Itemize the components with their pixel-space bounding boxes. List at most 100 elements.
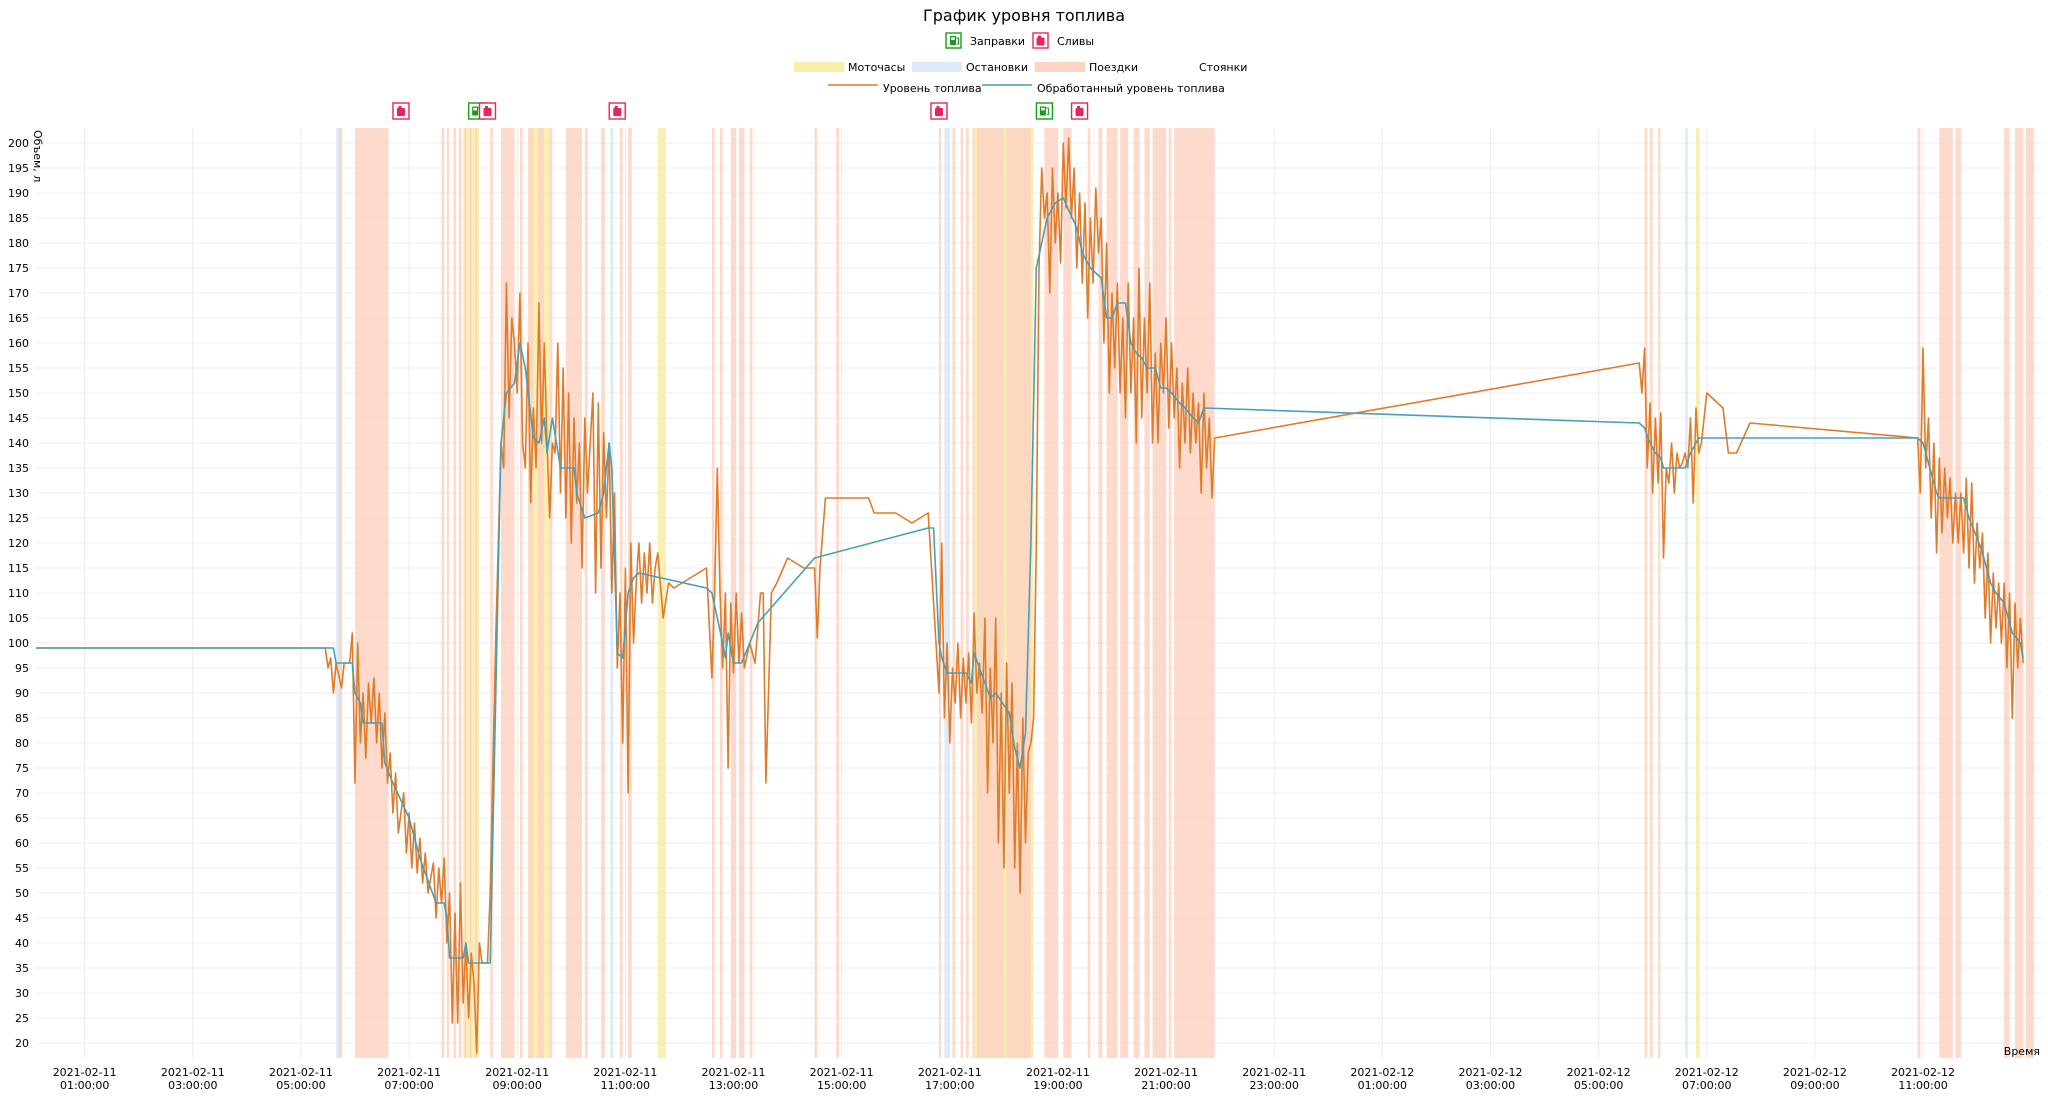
y-tick-label: 190 [8,187,29,200]
y-tick-label: 35 [15,962,29,975]
band-trips [1658,128,1661,1058]
band-trips [1649,128,1653,1058]
canister-icon [483,106,492,116]
x-tick-label: 2021-02-12 07:00:00 [1675,1066,1739,1092]
y-tick-label: 125 [8,512,29,525]
x-tick-label: 2021-02-11 19:00:00 [1026,1066,1090,1092]
band-stops [1685,128,1688,1058]
canister-body [613,108,622,116]
band-trips [537,128,545,1058]
x-tick-label: 2021-02-11 01:00:00 [53,1066,117,1092]
x-axis-label: Время [2004,1045,2040,1058]
pump-body [472,106,479,116]
y-tick-label: 90 [15,687,29,700]
y-tick-label: 170 [8,287,29,300]
x-tick-label: 2021-02-11 23:00:00 [1242,1066,1306,1092]
y-tick-label: 105 [8,612,29,625]
legend-stops[interactable]: Остановки [912,61,1028,74]
y-tick-label: 75 [15,762,29,775]
band-trips [1063,128,1072,1058]
x-tick-label: 2021-02-12 01:00:00 [1350,1066,1414,1092]
canister-body [1075,108,1084,116]
y-tick-label: 60 [15,837,29,850]
band-moto [1695,128,1700,1058]
band-trips [565,128,583,1058]
drain-marker[interactable] [1070,102,1089,120]
band-trips [501,128,515,1058]
canister-body [934,108,943,116]
drain-marker[interactable] [930,102,948,120]
pump-window [473,107,477,111]
band-trips [2025,128,2034,1058]
y-tick-label: 155 [8,362,29,375]
raw-fuel-line [36,137,2024,1054]
band-trips [453,128,457,1058]
drain-marker[interactable] [392,102,410,120]
band-trips [1144,128,1150,1058]
legend-raw-series[interactable]: Уровень топлива [828,82,982,95]
band-trips [1939,128,1953,1058]
band-trips [1917,128,1921,1058]
legend-moto[interactable]: Моточасы [794,61,905,74]
y-tick-label: 150 [8,387,29,400]
y-tick-label: 30 [15,987,29,1000]
band-trips [952,128,956,1058]
event-markers[interactable] [392,102,1089,120]
band-trips [446,128,450,1058]
canister-body [483,108,492,116]
x-tick-label: 2021-02-12 03:00:00 [1459,1066,1523,1092]
x-tick-label: 2021-02-11 09:00:00 [485,1066,549,1092]
y-tick-label: 65 [15,812,29,825]
y-tick-label: 145 [8,412,29,425]
band-trips [972,128,975,1058]
y-axis-label: Объем, л [31,130,44,182]
x-axis: 2021-02-11 01:00:00 2021-02-11 03:00:00 2021… [53,1066,1955,1092]
canister-icon [1075,106,1084,116]
drain-marker[interactable] [608,102,626,120]
x-tick-label: 2021-02-12 05:00:00 [1567,1066,1631,1092]
x-tick-label: 2021-02-11 13:00:00 [702,1066,766,1092]
band-trips [1120,128,1129,1058]
legend-trips[interactable]: Поездки [1035,61,1138,74]
legend-refuel[interactable]: Заправки [945,32,1025,49]
y-tick-label: 55 [15,862,29,875]
refuel-marker[interactable] [1035,102,1054,120]
canister-body [396,108,405,116]
x-tick-label: 2021-02-11 21:00:00 [1134,1066,1198,1092]
canister-icon [934,106,943,116]
drain-marker[interactable] [478,102,497,120]
band-trips [738,128,745,1058]
legend-trips-label: Поездки [1089,61,1138,74]
band-trips [1174,128,1215,1058]
band-trips [938,128,941,1058]
band-trips [711,128,715,1058]
chart-series [36,137,2024,1054]
y-tick-label: 95 [15,662,29,675]
legend-processed-series[interactable]: Обработанный уровень топлива [982,82,1225,95]
y-tick-label: 130 [8,487,29,500]
band-trips [549,128,553,1058]
band-trips [338,128,343,1058]
band-trips [730,128,737,1058]
band-trips [519,128,523,1058]
band-trips [1152,128,1167,1058]
band-trips [1644,128,1648,1058]
band-trips [464,128,467,1058]
legend-parking[interactable]: Стоянки [1199,61,1247,74]
band-trips [490,128,493,1058]
band-trips [1168,128,1172,1058]
y-tick-label: 140 [8,437,29,450]
y-tick-label: 85 [15,712,29,725]
x-tick-label: 2021-02-11 03:00:00 [161,1066,225,1092]
band-trips [1955,128,1961,1058]
y-tick-label: 185 [8,212,29,225]
y-tick-label: 25 [15,1012,29,1025]
canister-icon [396,106,405,116]
x-tick-label: 2021-02-11 15:00:00 [810,1066,874,1092]
y-tick-label: 135 [8,462,29,475]
legend-drain[interactable]: Сливы [1032,32,1094,49]
band-trips [601,128,605,1058]
band-trips [2004,128,2010,1058]
band-trips [458,128,462,1058]
